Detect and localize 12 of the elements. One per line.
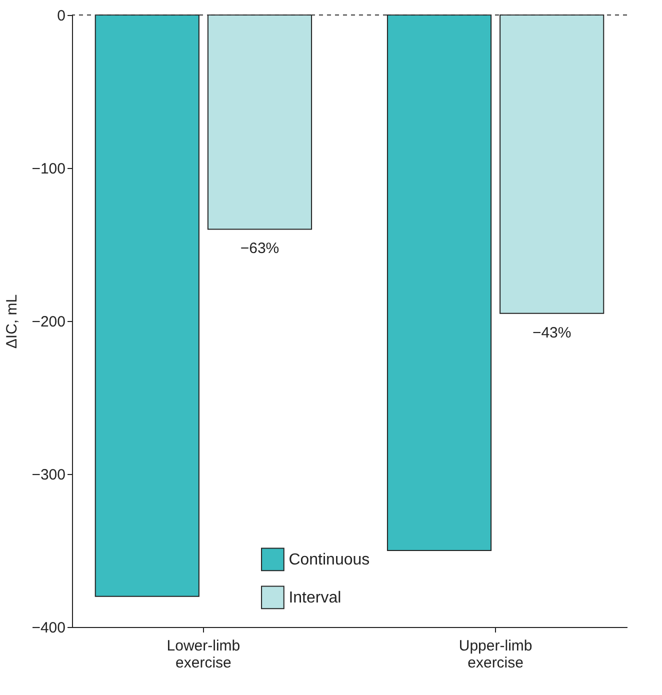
- annotation: −43%: [532, 324, 572, 342]
- y-tick-label: −300: [32, 466, 66, 484]
- x-tick-label: Lower-limb exercise: [166, 638, 240, 672]
- y-tick-label: −400: [32, 620, 66, 636]
- legend-label: Continuous: [288, 551, 370, 568]
- y-tick-label: −100: [32, 160, 66, 178]
- legend-label: Interval: [288, 589, 342, 606]
- x-tick-label: Upper-limb exercise: [458, 638, 532, 672]
- y-tick-label: −200: [32, 314, 66, 330]
- y-axis-title: ΔIC, mL: [4, 294, 21, 349]
- y-tick-label: 0: [57, 8, 66, 24]
- annotation: −63%: [240, 240, 280, 258]
